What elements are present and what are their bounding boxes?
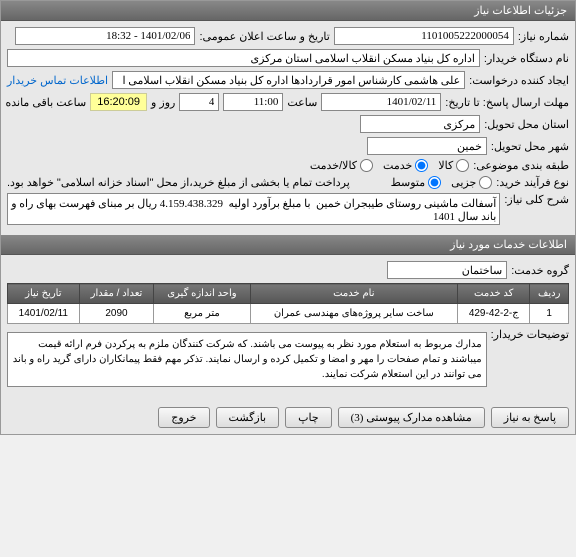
- attachments-button[interactable]: مشاهده مدارک پیوستی (3): [338, 407, 485, 428]
- process-label: نوع فرآیند خرید:: [496, 176, 569, 189]
- row-buyer-org: نام دستگاه خریدار:: [7, 49, 569, 67]
- buyer-org-input[interactable]: [7, 49, 480, 67]
- table-cell: 1: [530, 304, 569, 324]
- services-thead: ردیفکد خدمتنام خدمتواحد اندازه گیریتعداد…: [8, 284, 569, 304]
- row-requester: ایجاد کننده درخواست: اطلاعات تماس خریدار: [7, 71, 569, 89]
- page-header: جزئیات اطلاعات نیاز: [1, 1, 575, 21]
- table-col-header: ردیف: [530, 284, 569, 304]
- deadline-label: مهلت ارسال پاسخ: تا تاریخ:: [445, 96, 569, 109]
- row-buyer-notes: توضیحات خریدار: مدارك مربوط به استعلام م…: [7, 328, 569, 391]
- radio-kala[interactable]: [456, 159, 469, 172]
- time-label: ساعت: [287, 96, 317, 109]
- row-general-desc: شرح کلی نیاز:: [7, 193, 569, 225]
- table-cell: متر مربع: [154, 304, 250, 324]
- table-col-header: نام خدمت: [250, 284, 458, 304]
- countdown-timer: 16:20:09: [90, 93, 147, 111]
- row-province: استان محل تحویل:: [7, 115, 569, 133]
- respond-button[interactable]: پاسخ به نیاز: [491, 407, 569, 428]
- table-header-row: ردیفکد خدمتنام خدمتواحد اندازه گیریتعداد…: [8, 284, 569, 304]
- row-need-number: شماره نیاز: تاریخ و ساعت اعلان عمومی:: [7, 27, 569, 45]
- buyer-org-label: نام دستگاه خریدار:: [484, 52, 569, 65]
- announce-date-input[interactable]: [15, 27, 195, 45]
- announce-date-label: تاریخ و ساعت اعلان عمومی:: [199, 30, 329, 43]
- deadline-date-input[interactable]: [321, 93, 441, 111]
- remaining-label: ساعت باقی مانده: [5, 96, 86, 109]
- radio-kala-label: کالا: [438, 159, 453, 172]
- contact-link[interactable]: اطلاعات تماس خریدار: [7, 74, 108, 87]
- row-service-group: گروه خدمت:: [7, 261, 569, 279]
- table-col-header: واحد اندازه گیری: [154, 284, 250, 304]
- need-number-label: شماره نیاز:: [518, 30, 569, 43]
- services-table: ردیفکد خدمتنام خدمتواحد اندازه گیریتعداد…: [7, 283, 569, 324]
- radio-jozi-label: جزیی: [451, 176, 476, 189]
- radio-motevaset-label: متوسط: [391, 176, 426, 189]
- payment-note: پرداخت تمام یا بخشی از مبلغ خرید،از محل …: [7, 176, 350, 189]
- radio-kala-item: کالا: [438, 159, 469, 172]
- radio-kalakhdmat[interactable]: [360, 159, 373, 172]
- table-row: 1ج-2-42-429ساخت سایر پروژه‌های مهندسی عم…: [8, 304, 569, 324]
- services-header-title: اطلاعات خدمات مورد نیاز: [450, 239, 567, 251]
- services-header: اطلاعات خدمات مورد نیاز: [1, 235, 575, 255]
- row-process: نوع فرآیند خرید: جزیی متوسط پرداخت تمام …: [7, 176, 569, 189]
- back-button[interactable]: بازگشت: [216, 407, 280, 428]
- table-col-header: تعداد / مقدار: [79, 284, 154, 304]
- row-deadline: مهلت ارسال پاسخ: تا تاریخ: ساعت روز و 16…: [7, 93, 569, 111]
- radio-kalakhdmat-item: کالا/خدمت: [310, 159, 373, 172]
- province-label: استان محل تحویل:: [484, 118, 569, 131]
- table-col-header: کد خدمت: [458, 284, 530, 304]
- services-tbody: 1ج-2-42-429ساخت سایر پروژه‌های مهندسی عم…: [8, 304, 569, 324]
- province-input[interactable]: [360, 115, 480, 133]
- deadline-time-input[interactable]: [223, 93, 283, 111]
- days-input[interactable]: [179, 93, 219, 111]
- header-title: جزئیات اطلاعات نیاز: [474, 5, 567, 17]
- need-number-input[interactable]: [334, 27, 514, 45]
- city-input[interactable]: [367, 137, 487, 155]
- requester-input[interactable]: [112, 71, 465, 89]
- form-area: شماره نیاز: تاریخ و ساعت اعلان عمومی: نا…: [1, 21, 575, 235]
- radio-khadmat-item: خدمت: [383, 159, 428, 172]
- general-desc-label: شرح کلی نیاز:: [504, 193, 569, 206]
- table-cell: 2090: [79, 304, 154, 324]
- table-cell: ج-2-42-429: [458, 304, 530, 324]
- radio-jozi-item: جزیی: [451, 176, 492, 189]
- service-group-label: گروه خدمت:: [511, 264, 569, 277]
- radio-khadmat-label: خدمت: [383, 159, 412, 172]
- radio-motevaset-item: متوسط: [391, 176, 442, 189]
- general-desc-textarea[interactable]: [7, 193, 500, 225]
- service-group-input[interactable]: [387, 261, 507, 279]
- process-radio-group: جزیی متوسط: [391, 176, 493, 189]
- buyer-notes-box: مدارك مربوط به استعلام مورد نظر به پیوست…: [7, 332, 487, 387]
- row-category: طبقه بندی موضوعی: کالا خدمت کالا/خدمت: [7, 159, 569, 172]
- category-radio-group: کالا خدمت کالا/خدمت: [310, 159, 469, 172]
- table-cell: ساخت سایر پروژه‌های مهندسی عمران: [250, 304, 458, 324]
- city-label: شهر محل تحویل:: [491, 140, 569, 153]
- radio-khadmat[interactable]: [415, 159, 428, 172]
- row-city: شهر محل تحویل:: [7, 137, 569, 155]
- table-col-header: تاریخ نیاز: [8, 284, 80, 304]
- radio-jozi[interactable]: [479, 176, 492, 189]
- days-label: روز و: [151, 96, 175, 109]
- button-bar: پاسخ به نیاز مشاهده مدارک پیوستی (3) چاپ…: [1, 401, 575, 434]
- main-container: جزئیات اطلاعات نیاز شماره نیاز: تاریخ و …: [0, 0, 576, 435]
- requester-label: ایجاد کننده درخواست:: [469, 74, 569, 87]
- radio-kalakhdmat-label: کالا/خدمت: [310, 159, 357, 172]
- category-label: طبقه بندی موضوعی:: [473, 159, 569, 172]
- print-button[interactable]: چاپ: [285, 407, 332, 428]
- services-area: گروه خدمت: ردیفکد خدمتنام خدمتواحد انداز…: [1, 255, 575, 401]
- table-cell: 1401/02/11: [8, 304, 80, 324]
- radio-motevaset[interactable]: [428, 176, 441, 189]
- buyer-notes-label: توضیحات خریدار:: [491, 328, 569, 341]
- exit-button[interactable]: خروج: [158, 407, 209, 428]
